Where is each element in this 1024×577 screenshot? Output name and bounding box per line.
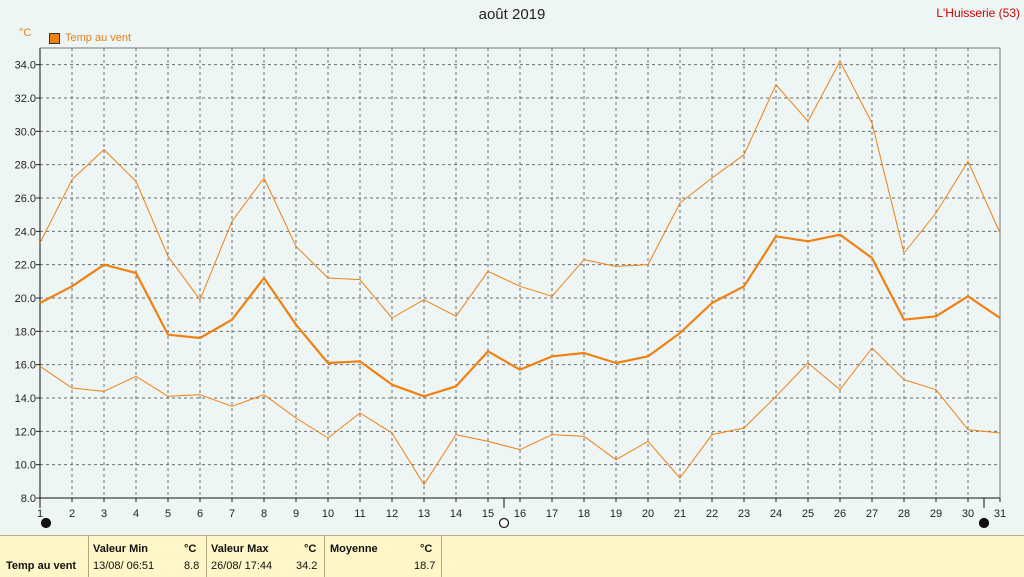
x-tick-label: 26 [834,508,846,520]
x-tick-label: 6 [197,508,203,520]
x-tick-label: 4 [133,508,139,520]
max-unit: °C [304,543,317,555]
y-tick-label: 32.0 [15,93,36,105]
x-tick-label: 12 [386,508,398,520]
x-tick-label: 13 [418,508,430,520]
x-tick-label: 28 [898,508,910,520]
footer-label-cell: Temp au vent [0,536,89,577]
new-moon-icon [978,517,990,529]
y-tick-label: 18.0 [15,326,36,338]
max-value: 34.2 [296,560,318,572]
x-tick-label: 19 [610,508,622,520]
y-tick-label: 26.0 [15,193,36,205]
x-tick-label: 27 [866,508,878,520]
x-tick-label: 15 [482,508,494,520]
y-tick-label: 8.0 [21,493,36,505]
unit-label: °C [19,27,32,39]
y-tick-label: 10.0 [15,460,36,472]
stats-footer: Temp au vent Valeur Min °C 13/08/ 06:51 … [0,535,1024,577]
max-cell: Valeur Max °C 26/08/ 17:44 34.2 [206,536,325,577]
x-tick-label: 9 [293,508,299,520]
y-tick-label: 34.0 [15,60,36,72]
min-cell: Valeur Min °C 13/08/ 06:51 8.8 [88,536,207,577]
x-tick-label: 16 [514,508,526,520]
avg-value: 18.7 [414,560,436,572]
legend: Temp au vent [49,32,131,44]
x-tick-label: 3 [101,508,107,520]
avg-title: Moyenne [330,543,378,555]
x-tick-label: 1 [37,508,43,520]
series-line-min [39,347,1001,486]
location-label: L'Huisserie (53) [936,6,1020,20]
avg-cell: Moyenne °C 18.7 [324,536,442,577]
x-tick-label: 14 [450,508,462,520]
y-tick-label: 22.0 [15,260,36,272]
max-when: 26/08/ 17:44 [211,560,273,572]
x-tick-label: 2 [69,508,75,520]
y-tick-label: 16.0 [15,360,36,372]
y-tick-label: 24.0 [15,226,36,238]
x-tick-label: 17 [546,508,558,520]
x-tick-label: 8 [261,508,267,520]
x-tick-label: 24 [770,508,782,520]
new-moon-icon [40,517,52,529]
x-tick-label: 20 [642,508,654,520]
y-tick-label: 14.0 [15,393,36,405]
y-tick-label: 30.0 [15,126,36,138]
x-tick-label: 25 [802,508,814,520]
legend-label: Temp au vent [65,32,132,44]
y-tick-label: 12.0 [15,426,36,438]
avg-unit: °C [420,543,433,555]
x-tick-label: 11 [354,508,365,520]
min-value: 8.8 [184,560,200,572]
x-tick-label: 29 [930,508,942,520]
min-when: 13/08/ 06:51 [93,560,155,572]
line-chart: 8.0 10.0 12.0 14.0 16.0 18.0 20.0 22.0 24.0 26.0 2… [15,47,1006,529]
legend-swatch [49,32,60,44]
max-title: Valeur Max [211,543,269,555]
min-unit: °C [184,543,197,555]
page-title: août 2019 [478,6,546,23]
x-tick-label: 30 [962,508,974,520]
footer-row-label: Temp au vent [6,560,77,572]
min-title: Valeur Min [93,543,149,555]
y-tick-label: 20.0 [15,293,36,305]
y-tick-label: 28.0 [15,160,36,172]
full-moon-icon [498,517,510,529]
x-tick-label: 10 [322,508,334,520]
x-tick-label: 18 [578,508,590,520]
x-tick-label: 21 [674,508,686,520]
x-tick-label: 23 [738,508,750,520]
x-tick-label: 7 [229,508,235,520]
x-tick-label: 5 [165,508,171,520]
x-tick-label: 22 [706,508,718,520]
series-line-max [39,60,1001,319]
series-line-temp-au-vent [39,233,1001,398]
x-tick-label: 31 [994,508,1006,520]
